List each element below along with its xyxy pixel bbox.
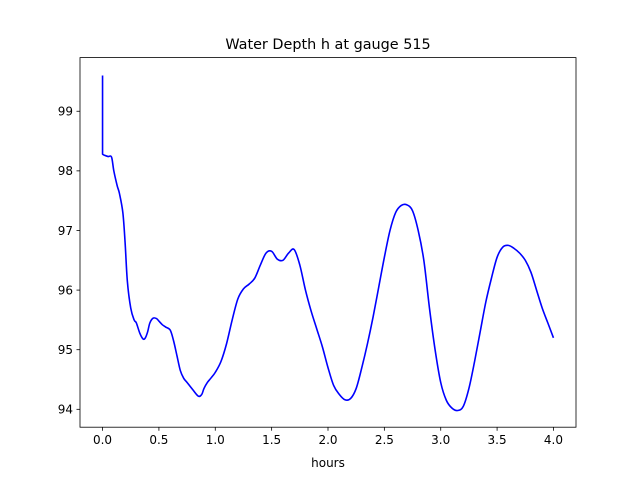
y-tick-label: 97 — [58, 224, 73, 238]
y-tick-label: 98 — [58, 164, 73, 178]
x-tick-label: 0.5 — [149, 433, 168, 447]
x-tick-label: 2.0 — [318, 433, 337, 447]
series-line — [101, 75, 555, 412]
y-tick-label: 95 — [58, 343, 73, 357]
x-tick-label: 1.5 — [262, 433, 281, 447]
x-tick-label: 3.5 — [488, 433, 507, 447]
y-tick-label: 96 — [58, 283, 73, 297]
x-tick-label: 3.0 — [431, 433, 450, 447]
x-tick-label: 4.0 — [544, 433, 563, 447]
x-axis-label: hours — [311, 456, 345, 470]
x-tick-label: 2.5 — [375, 433, 394, 447]
x-tick-label: 1.0 — [206, 433, 225, 447]
x-tick-label: 0.0 — [93, 433, 112, 447]
plot-area: 0.0 0.5 1.0 1.5 2.0 2.5 3.0 3.5 4.0 94 95 96 97 98 99 — [58, 57, 577, 447]
chart-title: Water Depth h at gauge 515 — [225, 37, 430, 53]
y-tick-label: 99 — [58, 105, 73, 119]
axes-frame — [79, 57, 577, 428]
y-tick-label: 94 — [58, 403, 73, 417]
